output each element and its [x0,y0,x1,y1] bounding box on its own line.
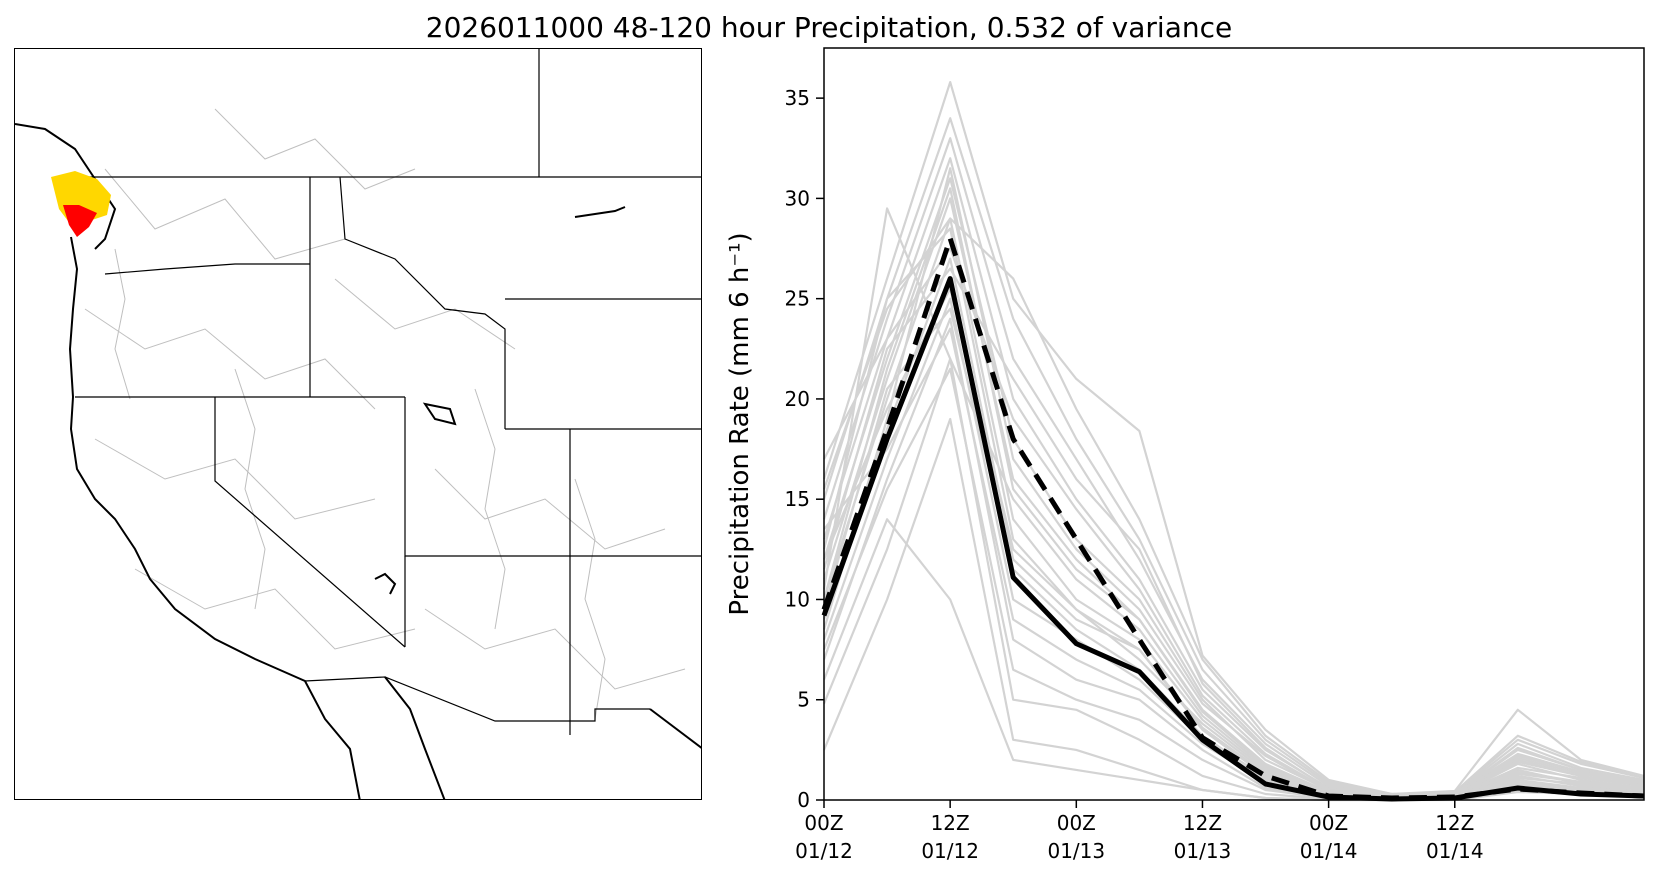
ensemble-member-8 [822,197,1645,800]
x-tick-label-date: 01/13 [1174,839,1232,863]
basin-outline-5 [434,468,666,550]
gulf-coastline [649,708,701,749]
basin-outline-10 [474,388,506,630]
y-tick-label: 20 [785,387,810,411]
ensemble-mean [821,236,1645,801]
basin-outline-8 [214,108,416,190]
lake-3 [374,572,397,595]
y-tick-label: 15 [785,487,810,511]
map-panel [14,48,702,800]
utah-border [404,397,571,557]
idaho-montana-border [339,176,506,429]
x-tick-label-time: 00Z [1057,811,1096,835]
ensemble-member-23 [822,187,1645,800]
ensemble-member-17 [822,267,1645,798]
y-tick-label: 30 [785,186,810,210]
basin-outline-7 [334,278,516,350]
x-tick-label-date: 01/13 [1047,839,1105,863]
ensemble-member-10 [822,157,1645,798]
basin-outline-6 [424,608,686,690]
map-svg [15,49,701,799]
y-tick-label: 10 [785,587,810,611]
x-tick-label-date: 01/12 [795,839,853,863]
basin-outline-3 [94,438,376,520]
basin-outline-9 [234,368,266,610]
y-tick-label: 5 [797,688,810,712]
y-axis-label: Precipitation Rate (mm 6 h⁻¹) [725,232,755,615]
ensemble-member-11 [822,137,1645,798]
ensemble-member-13 [822,81,1645,796]
x-tick-label-time: 12Z [1435,811,1474,835]
highlight-lines [821,236,1645,802]
washington-oregon-border [104,263,310,275]
basin-lines [84,108,686,720]
x-axis-ticks: 00Z 01/12 12Z 01/12 00Z 01/13 12Z 01/13 00Z 01/14… [795,800,1484,863]
x-tick-label-date: 01/14 [1300,839,1358,863]
precip-highlight [51,171,111,237]
plot-frame [823,47,1645,801]
ensemble-member-15 [822,227,1645,800]
nevada-california-border [214,397,406,648]
highlight-high-region [63,205,97,237]
basin-outline-1 [104,168,346,260]
x-tick-label-time: 12Z [1183,811,1222,835]
ensemble-member-6 [822,257,1645,801]
mexico-border [304,676,650,722]
basin-outline-12 [114,248,131,400]
y-tick-label: 25 [785,287,810,311]
x-tick-label-date: 01/12 [921,839,979,863]
ensemble-member-4 [822,317,1645,801]
x-tick-label-time: 12Z [931,811,970,835]
y-tick-label: 0 [797,788,810,812]
figure-title: 2026011000 48-120 hour Precipitation, 0.… [425,11,1233,44]
lake-1 [574,206,626,218]
x-tick-label-date: 01/14 [1426,839,1484,863]
ensemble-member-19 [822,217,1645,796]
basin-outline-4 [134,568,416,650]
y-tick-label: 35 [785,86,810,110]
lake-2 [422,402,457,426]
basin-outline-2 [84,308,376,410]
ensemble-lines [822,81,1645,802]
baja-coastline [384,676,446,799]
basin-outline-11 [574,478,606,720]
y-axis-ticks: 0 5 10 15 20 25 30 35 [785,86,824,812]
x-tick-label-time: 00Z [1309,811,1348,835]
pacific-coastline [68,236,361,799]
ensemble-member-16 [822,167,1645,799]
state-borders [55,49,701,735]
x-tick-label-time: 00Z [804,811,843,835]
ensemble-member-22 [822,367,1645,802]
ensemble-member-12 [822,117,1645,797]
